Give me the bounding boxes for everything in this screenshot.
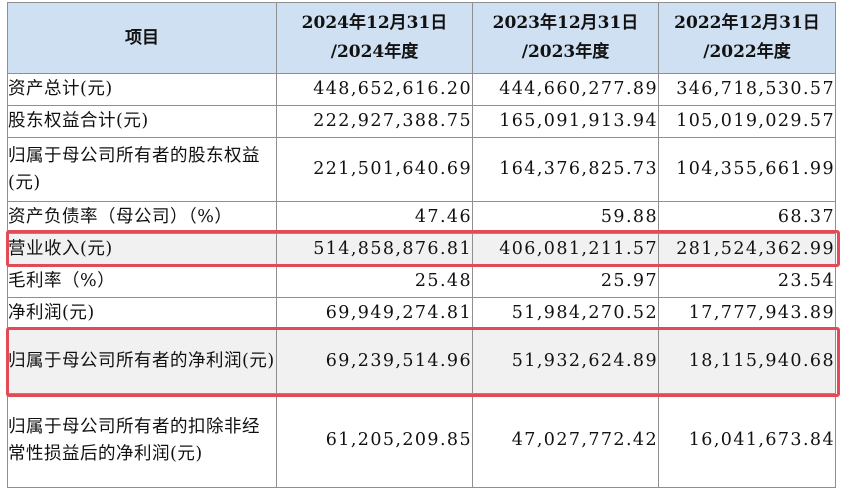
row-label: 营业收入(元) xyxy=(7,233,277,266)
value-2024: 221,501,640.69 xyxy=(276,137,473,202)
value-2023: 47,027,772.42 xyxy=(472,393,659,488)
value-2023: 406,081,211.57 xyxy=(472,233,659,266)
value-2022: 104,355,661.99 xyxy=(658,137,836,202)
header-row: 项目 2024年12月31日/2024年度 2023年12月31日/2023年度… xyxy=(7,2,836,74)
table-row: 归属于母公司所有者的股东权益(元) 221,501,640.69 164,376… xyxy=(7,137,836,202)
row-label: 归属于母公司所有者的股东权益(元) xyxy=(7,137,277,202)
value-2022: 68.37 xyxy=(658,201,836,234)
table-row-highlighted: 营业收入(元) 514,858,876.81 406,081,211.57 28… xyxy=(7,233,836,266)
value-2023: 444,660,277.89 xyxy=(472,73,659,106)
value-2023: 25.97 xyxy=(472,265,659,298)
value-2022: 346,718,530.57 xyxy=(658,73,836,106)
table-row: 股东权益合计(元) 222,927,388.75 165,091,913.94 … xyxy=(7,105,836,138)
value-2024: 69,949,274.81 xyxy=(276,297,473,330)
value-2022: 17,777,943.89 xyxy=(658,297,836,330)
header-2022: 2022年12月31日/2022年度 xyxy=(658,2,836,74)
row-label: 资产负债率（母公司）（%） xyxy=(7,201,277,234)
row-label: 毛利率（%） xyxy=(7,265,277,298)
value-2024: 514,858,876.81 xyxy=(276,233,473,266)
value-2024: 61,205,209.85 xyxy=(276,393,473,488)
financial-summary-table: 项目 2024年12月31日/2024年度 2023年12月31日/2023年度… xyxy=(7,2,836,488)
table-row: 毛利率（%） 25.48 25.97 23.54 xyxy=(7,265,836,298)
value-2022: 105,019,029.57 xyxy=(658,105,836,138)
value-2024: 222,927,388.75 xyxy=(276,105,473,138)
value-2022: 281,524,362.99 xyxy=(658,233,836,266)
row-label: 净利润(元) xyxy=(7,297,277,330)
table-row: 归属于母公司所有者的扣除非经常性损益后的净利润(元) 61,205,209.85… xyxy=(7,393,836,488)
row-label: 资产总计(元) xyxy=(7,73,277,106)
value-2022: 23.54 xyxy=(658,265,836,298)
value-2024: 448,652,616.20 xyxy=(276,73,473,106)
value-2023: 165,091,913.94 xyxy=(472,105,659,138)
header-item: 项目 xyxy=(7,2,277,74)
header-2024: 2024年12月31日/2024年度 xyxy=(276,2,473,74)
table-row: 资产总计(元) 448,652,616.20 444,660,277.89 34… xyxy=(7,73,836,106)
value-2024: 25.48 xyxy=(276,265,473,298)
value-2024: 69,239,514.96 xyxy=(276,329,473,394)
value-2022: 16,041,673.84 xyxy=(658,393,836,488)
row-label: 归属于母公司所有者的扣除非经常性损益后的净利润(元) xyxy=(7,393,277,488)
header-2023: 2023年12月31日/2023年度 xyxy=(472,2,659,74)
row-label: 股东权益合计(元) xyxy=(7,105,277,138)
value-2023: 51,984,270.52 xyxy=(472,297,659,330)
table-row: 资产负债率（母公司）（%） 47.46 59.88 68.37 xyxy=(7,201,836,234)
table-row-highlighted: 归属于母公司所有者的净利润(元) 69,239,514.96 51,932,62… xyxy=(7,329,836,394)
row-label: 归属于母公司所有者的净利润(元) xyxy=(7,329,277,394)
value-2024: 47.46 xyxy=(276,201,473,234)
table-row: 净利润(元) 69,949,274.81 51,984,270.52 17,77… xyxy=(7,297,836,330)
value-2023: 164,376,825.73 xyxy=(472,137,659,202)
value-2023: 59.88 xyxy=(472,201,659,234)
value-2023: 51,932,624.89 xyxy=(472,329,659,394)
value-2022: 18,115,940.68 xyxy=(658,329,836,394)
